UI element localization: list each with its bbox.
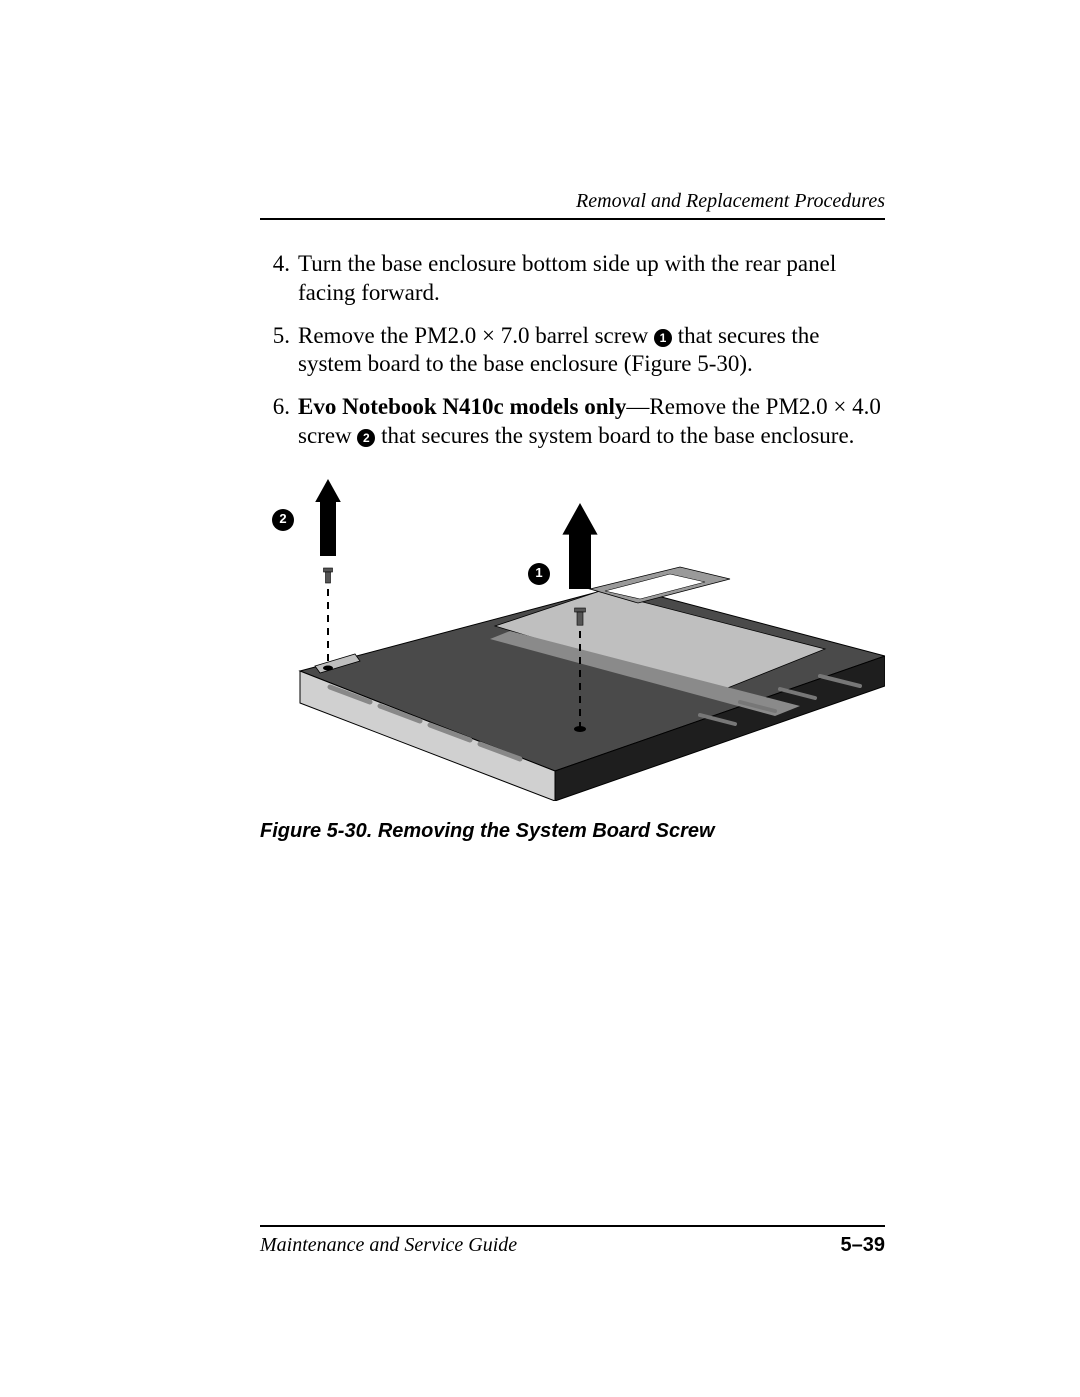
callout-2-icon: 2: [357, 429, 375, 447]
figure-callout-1-icon: 1: [528, 563, 550, 585]
step-6: 6. Evo Notebook N410c models only—Remove…: [260, 393, 885, 451]
manual-page: Removal and Replacement Procedures 4. Tu…: [0, 0, 1080, 1397]
running-header: Removal and Replacement Procedures: [576, 190, 885, 213]
step-text: Turn the base enclosure bottom side up w…: [298, 250, 885, 308]
step-text: Evo Notebook N410c models only—Remove th…: [298, 393, 885, 451]
step-4: 4. Turn the base enclosure bottom side u…: [260, 250, 885, 308]
figure-caption: Figure 5-30. Removing the System Board S…: [260, 819, 885, 844]
step-text-post: that secures the system board to the bas…: [375, 423, 854, 448]
step-number: 4.: [260, 250, 298, 308]
step-number: 5.: [260, 322, 298, 380]
step-text: Remove the PM2.0 × 7.0 barrel screw 1 th…: [298, 322, 885, 380]
page-footer: Maintenance and Service Guide 5–39: [260, 1234, 885, 1257]
figure-callout-2-icon: 2: [272, 509, 294, 531]
page-body: 4. Turn the base enclosure bottom side u…: [260, 250, 885, 844]
figure-5-30: 1 2: [260, 471, 885, 801]
step-bold: Evo Notebook N410c models only: [298, 394, 626, 419]
system-board-screw-illustration: [260, 471, 885, 801]
step-5: 5. Remove the PM2.0 × 7.0 barrel screw 1…: [260, 322, 885, 380]
step-number: 6.: [260, 393, 298, 451]
header-rule: [260, 218, 885, 220]
step-text-pre: Remove the PM2.0 × 7.0 barrel screw: [298, 323, 654, 348]
callout-1-icon: 1: [654, 329, 672, 347]
procedure-steps: 4. Turn the base enclosure bottom side u…: [260, 250, 885, 451]
footer-book-title: Maintenance and Service Guide: [260, 1234, 517, 1257]
footer-rule: [260, 1225, 885, 1227]
footer-page-number: 5–39: [841, 1234, 886, 1257]
